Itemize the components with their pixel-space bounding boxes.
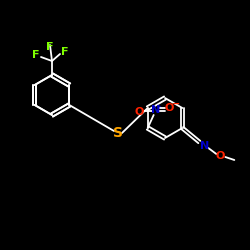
Text: +: + <box>156 104 162 110</box>
Text: F: F <box>61 47 69 57</box>
Text: O: O <box>135 107 144 117</box>
Text: −: − <box>172 99 180 109</box>
Text: O: O <box>165 103 174 113</box>
Text: O: O <box>216 151 225 161</box>
Text: S: S <box>113 126 123 140</box>
Text: F: F <box>32 50 40 60</box>
Text: N: N <box>151 105 160 115</box>
Text: F: F <box>46 42 54 52</box>
Text: N: N <box>200 141 209 151</box>
